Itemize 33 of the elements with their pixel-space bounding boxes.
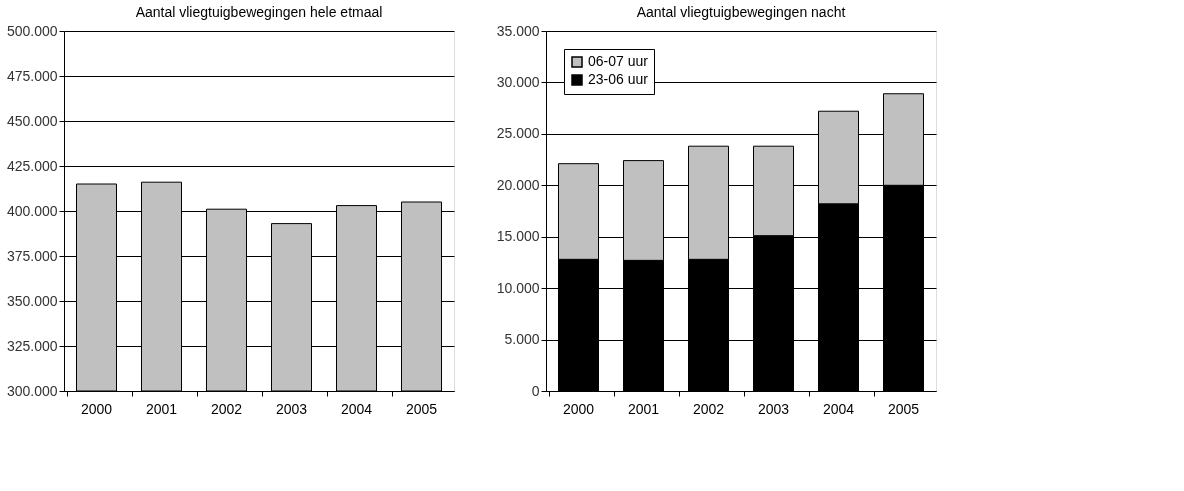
x-tick-label: 2002 (210, 400, 243, 417)
x-tick-label: 2001 (145, 400, 178, 417)
y-tick-label: 300.000 (6, 382, 58, 399)
y-tick-label: 15.000 (496, 228, 540, 245)
y-tick-label: 30.000 (496, 73, 540, 90)
chart-title: Aantal vliegtuigbewegingen nacht (636, 4, 846, 20)
y-tick-label: 425.000 (6, 157, 58, 174)
x-tick-label: 2001 (627, 400, 660, 417)
y-tick-label: 0 (531, 382, 540, 399)
y-tick-label: 35.000 (496, 22, 540, 39)
y-tick-label: 5.000 (504, 331, 540, 348)
legend-label: 23-06 uur (588, 71, 649, 87)
y-tick-label: 500.000 (6, 22, 58, 39)
y-tick-label: 10.000 (496, 279, 540, 296)
y-tick-label: 400.000 (6, 202, 58, 219)
y-tick-label: 25.000 (496, 125, 540, 142)
y-tick-label: 450.000 (6, 112, 58, 129)
y-tick-label: 375.000 (6, 247, 58, 264)
x-tick-label: 2002 (692, 400, 725, 417)
x-tick-label: 2000 (80, 400, 113, 417)
x-tick-label: 2004 (822, 400, 855, 417)
y-tick-label: 350.000 (6, 292, 58, 309)
y-tick-label: 475.000 (6, 67, 58, 84)
x-tick-label: 2003 (275, 400, 308, 417)
chart-title: Aantal vliegtuigbewegingen hele etmaal (135, 4, 383, 20)
x-tick-label: 2004 (340, 400, 373, 417)
x-tick-label: 2005 (887, 400, 920, 417)
y-tick-label: 20.000 (496, 176, 540, 193)
y-tick-label: 325.000 (6, 337, 58, 354)
legend-label: 06-07 uur (588, 53, 649, 69)
x-tick-label: 2003 (757, 400, 790, 417)
x-tick-label: 2005 (405, 400, 438, 417)
x-tick-label: 2000 (562, 400, 595, 417)
